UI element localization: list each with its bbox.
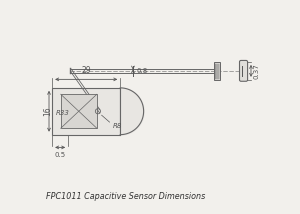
Text: R8: R8: [113, 123, 122, 129]
Text: 0.37: 0.37: [253, 63, 259, 79]
Text: 16: 16: [43, 106, 52, 116]
Text: R33: R33: [56, 110, 69, 116]
FancyBboxPatch shape: [239, 60, 247, 81]
Text: 0.8: 0.8: [136, 68, 147, 74]
Bar: [52, 88, 120, 135]
Text: 29: 29: [81, 66, 91, 75]
Text: FPC1011 Capacitive Sensor Dimensions: FPC1011 Capacitive Sensor Dimensions: [46, 192, 205, 201]
Bar: [214, 62, 220, 80]
Text: 0.5: 0.5: [55, 152, 66, 158]
Bar: [61, 94, 97, 128]
